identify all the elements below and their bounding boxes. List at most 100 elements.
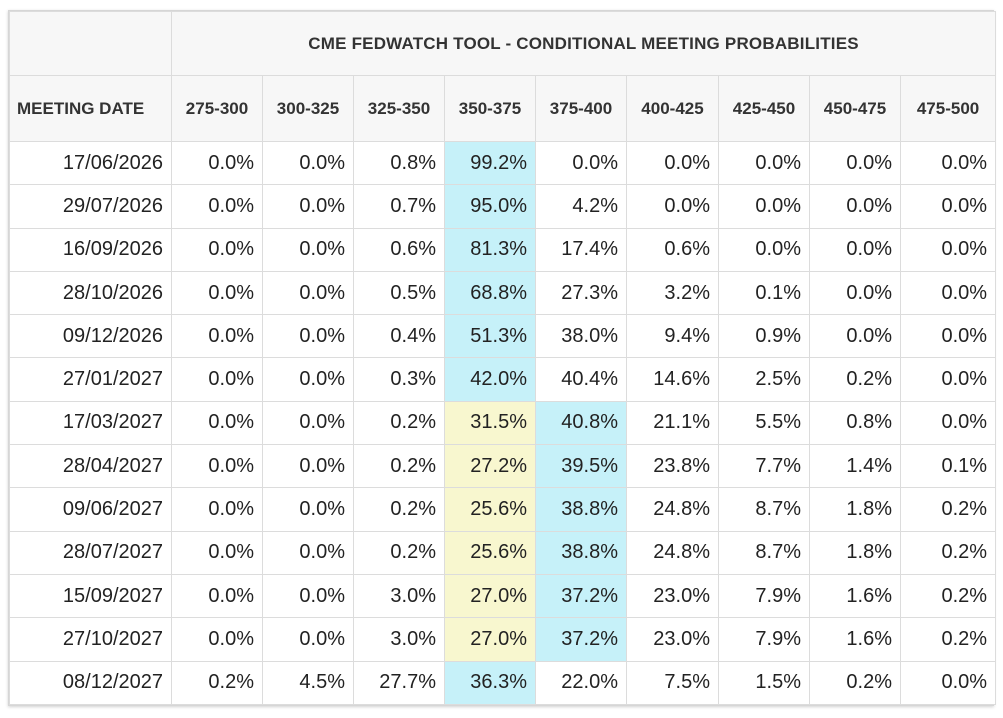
probability-cell: 0.8% — [809, 400, 901, 446]
probability-cell: 0.0% — [262, 227, 354, 272]
probability-cell: 0.0% — [718, 140, 810, 186]
probability-cell: 0.0% — [171, 617, 263, 662]
probability-cell: 0.2% — [899, 573, 997, 619]
probability-cell: 0.2% — [353, 400, 445, 446]
probability-cell: 0.0% — [809, 184, 901, 229]
table-row: 27/10/2027 0.0% 0.0% 3.0% 27.0% 37.2% 23.0% 7.9… — [9, 617, 997, 662]
meeting-date-cell: 27/01/2027 — [9, 357, 172, 402]
probability-cell: 0.1% — [718, 270, 810, 316]
probability-cell: 7.7% — [718, 444, 810, 489]
probability-cell: 0.0% — [899, 270, 997, 316]
probability-cell: 99.2% — [444, 140, 536, 186]
probability-cell: 0.2% — [353, 530, 445, 575]
probability-cell: 0.0% — [171, 530, 263, 575]
probability-cell: 23.0% — [626, 617, 719, 662]
probability-cell: 0.0% — [535, 140, 627, 186]
probability-cell: 37.2% — [535, 573, 627, 619]
probability-cell: 0.0% — [171, 227, 263, 272]
probability-cell: 22.0% — [535, 660, 627, 706]
probability-cell: 0.4% — [353, 314, 445, 359]
column-header: 425-450 — [718, 75, 810, 142]
column-header: 400-425 — [626, 75, 719, 142]
probability-cell: 0.0% — [809, 140, 901, 186]
table-row: 28/10/2026 0.0% 0.0% 0.5% 68.8% 27.3% 3.2% 0.1%… — [9, 270, 997, 316]
probability-cell: 27.2% — [444, 444, 536, 489]
probability-cell: 1.4% — [809, 444, 901, 489]
probability-cell: 0.0% — [171, 140, 263, 186]
probability-cell: 0.0% — [262, 314, 354, 359]
probability-cell: 7.9% — [718, 617, 810, 662]
table-row: 09/12/2026 0.0% 0.0% 0.4% 51.3% 38.0% 9.4% 0.9%… — [9, 314, 997, 359]
probability-cell: 0.0% — [262, 270, 354, 316]
probability-cell: 3.0% — [353, 617, 445, 662]
probability-cell: 23.0% — [626, 573, 719, 619]
table-title: CME FEDWATCH TOOL - CONDITIONAL MEETING … — [170, 11, 997, 76]
probability-cell: 14.6% — [626, 357, 719, 402]
probability-cell: 0.1% — [899, 444, 997, 489]
probability-cell: 39.5% — [535, 444, 627, 489]
table-row: 15/09/2027 0.0% 0.0% 3.0% 27.0% 37.2% 23.0% 7.9… — [9, 573, 997, 619]
table-row: 16/09/2026 0.0% 0.0% 0.6% 81.3% 17.4% 0.6% 0.0%… — [9, 227, 997, 272]
meeting-date-cell: 15/09/2027 — [9, 573, 172, 619]
probability-cell: 0.0% — [899, 227, 997, 272]
table-row: 28/04/2027 0.0% 0.0% 0.2% 27.2% 39.5% 23.8% 7.7… — [9, 444, 997, 489]
table-body: 17/06/2026 0.0% 0.0% 0.8% 99.2% 0.0% 0.0% 0.0% 0… — [9, 140, 997, 706]
probability-cell: 0.0% — [809, 227, 901, 272]
probability-cell: 1.5% — [718, 660, 810, 706]
probability-cell: 5.5% — [718, 400, 810, 446]
probability-cell: 8.7% — [718, 487, 810, 532]
probability-cell: 7.5% — [626, 660, 719, 706]
column-header: 275-300 — [171, 75, 263, 142]
probability-cell: 0.0% — [262, 184, 354, 229]
probability-cell: 40.4% — [535, 357, 627, 402]
column-header: 325-350 — [353, 75, 445, 142]
probability-cell: 40.8% — [535, 400, 627, 446]
probability-cell: 0.0% — [626, 184, 719, 229]
probability-cell: 0.5% — [353, 270, 445, 316]
probability-cell: 0.0% — [262, 140, 354, 186]
probability-cell: 25.6% — [444, 530, 536, 575]
table-row: 28/07/2027 0.0% 0.0% 0.2% 25.6% 38.8% 24.8% 8.7… — [9, 530, 997, 575]
probability-cell: 0.6% — [626, 227, 719, 272]
probability-cell: 0.2% — [899, 617, 997, 662]
meeting-date-cell: 28/04/2027 — [9, 444, 172, 489]
probability-cell: 24.8% — [626, 487, 719, 532]
probability-cell: 36.3% — [444, 660, 536, 706]
probability-cell: 21.1% — [626, 400, 719, 446]
probability-cell: 27.3% — [535, 270, 627, 316]
meeting-date-cell: 09/06/2027 — [9, 487, 172, 532]
meeting-date-cell: 29/07/2026 — [9, 184, 172, 229]
meeting-date-header: MEETING DATE — [9, 75, 172, 142]
probability-cell: 27.7% — [353, 660, 445, 706]
table-row: 09/06/2027 0.0% 0.0% 0.2% 25.6% 38.8% 24.8% 8.7… — [9, 487, 997, 532]
probability-cell: 81.3% — [444, 227, 536, 272]
probability-cell: 0.0% — [171, 400, 263, 446]
probability-cell: 0.0% — [262, 400, 354, 446]
probability-cell: 0.2% — [353, 444, 445, 489]
column-header-row: MEETING DATE 275-300 300-325 325-350 350-37… — [9, 75, 997, 142]
table-row: 27/01/2027 0.0% 0.0% 0.3% 42.0% 40.4% 14.6% 2.5… — [9, 357, 997, 402]
probability-cell: 7.9% — [718, 573, 810, 619]
probability-table: CME FEDWATCH TOOL - CONDITIONAL MEETING … — [9, 11, 997, 706]
probability-cell: 4.5% — [262, 660, 354, 706]
probability-cell: 0.2% — [353, 487, 445, 532]
probability-cell: 0.0% — [262, 444, 354, 489]
probability-cell: 0.8% — [353, 140, 445, 186]
probability-cell: 8.7% — [718, 530, 810, 575]
probability-cell: 0.0% — [262, 530, 354, 575]
probability-cell: 1.6% — [809, 573, 901, 619]
probability-cell: 4.2% — [535, 184, 627, 229]
probability-cell: 0.0% — [718, 184, 810, 229]
probability-cell: 2.5% — [718, 357, 810, 402]
probability-cell: 0.0% — [262, 357, 354, 402]
column-header: 475-500 — [899, 75, 997, 142]
probability-cell: 0.7% — [353, 184, 445, 229]
probability-cell: 38.8% — [535, 487, 627, 532]
probability-cell: 38.0% — [535, 314, 627, 359]
table-row: 17/06/2026 0.0% 0.0% 0.8% 99.2% 0.0% 0.0% 0.0% 0… — [9, 140, 997, 186]
probability-cell: 0.0% — [171, 184, 263, 229]
probability-cell: 0.0% — [899, 184, 997, 229]
probability-cell: 0.0% — [171, 357, 263, 402]
probability-cell: 0.0% — [171, 573, 263, 619]
probability-cell: 0.6% — [353, 227, 445, 272]
